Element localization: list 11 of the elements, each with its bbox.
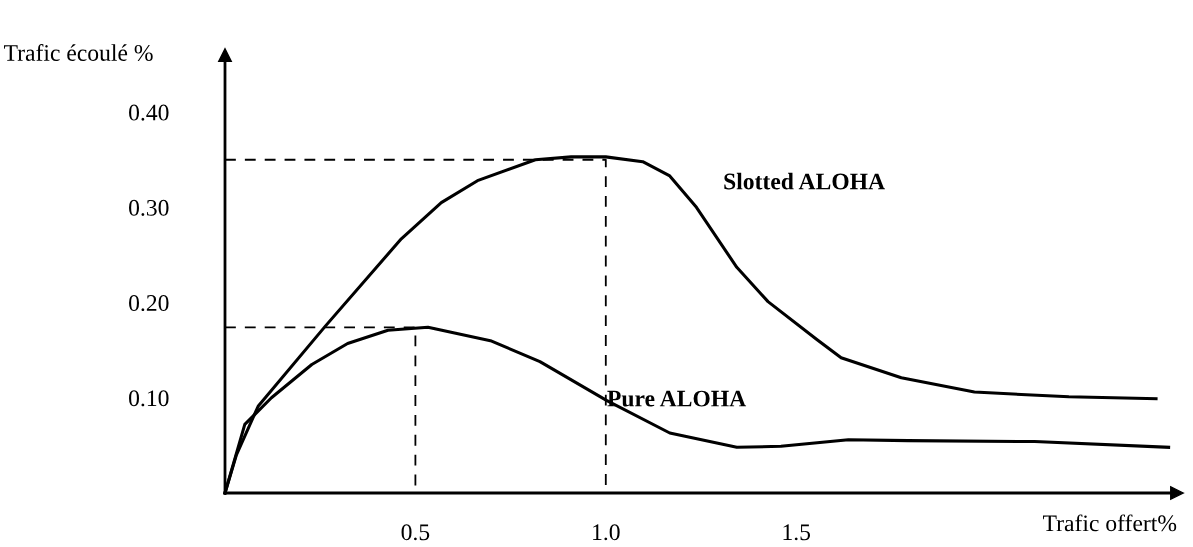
x-axis-title: Trafic offert% [1043,514,1177,532]
y-tick-label: 0.40 [129,104,169,121]
x-tick-label: 1.5 [783,524,811,541]
x-tick-label: 0.5 [401,524,430,541]
y-axis-title: Trafic écoulé % [4,44,153,61]
y-tick-label: 0.20 [129,295,169,312]
y-tick-label: 0.10 [129,390,169,407]
y-tick-label: 0.30 [129,199,169,216]
series-label: Slotted ALOHA [724,172,885,190]
series-label: Pure ALOHA [607,390,747,407]
x-tick-label: 1.0 [593,524,620,541]
